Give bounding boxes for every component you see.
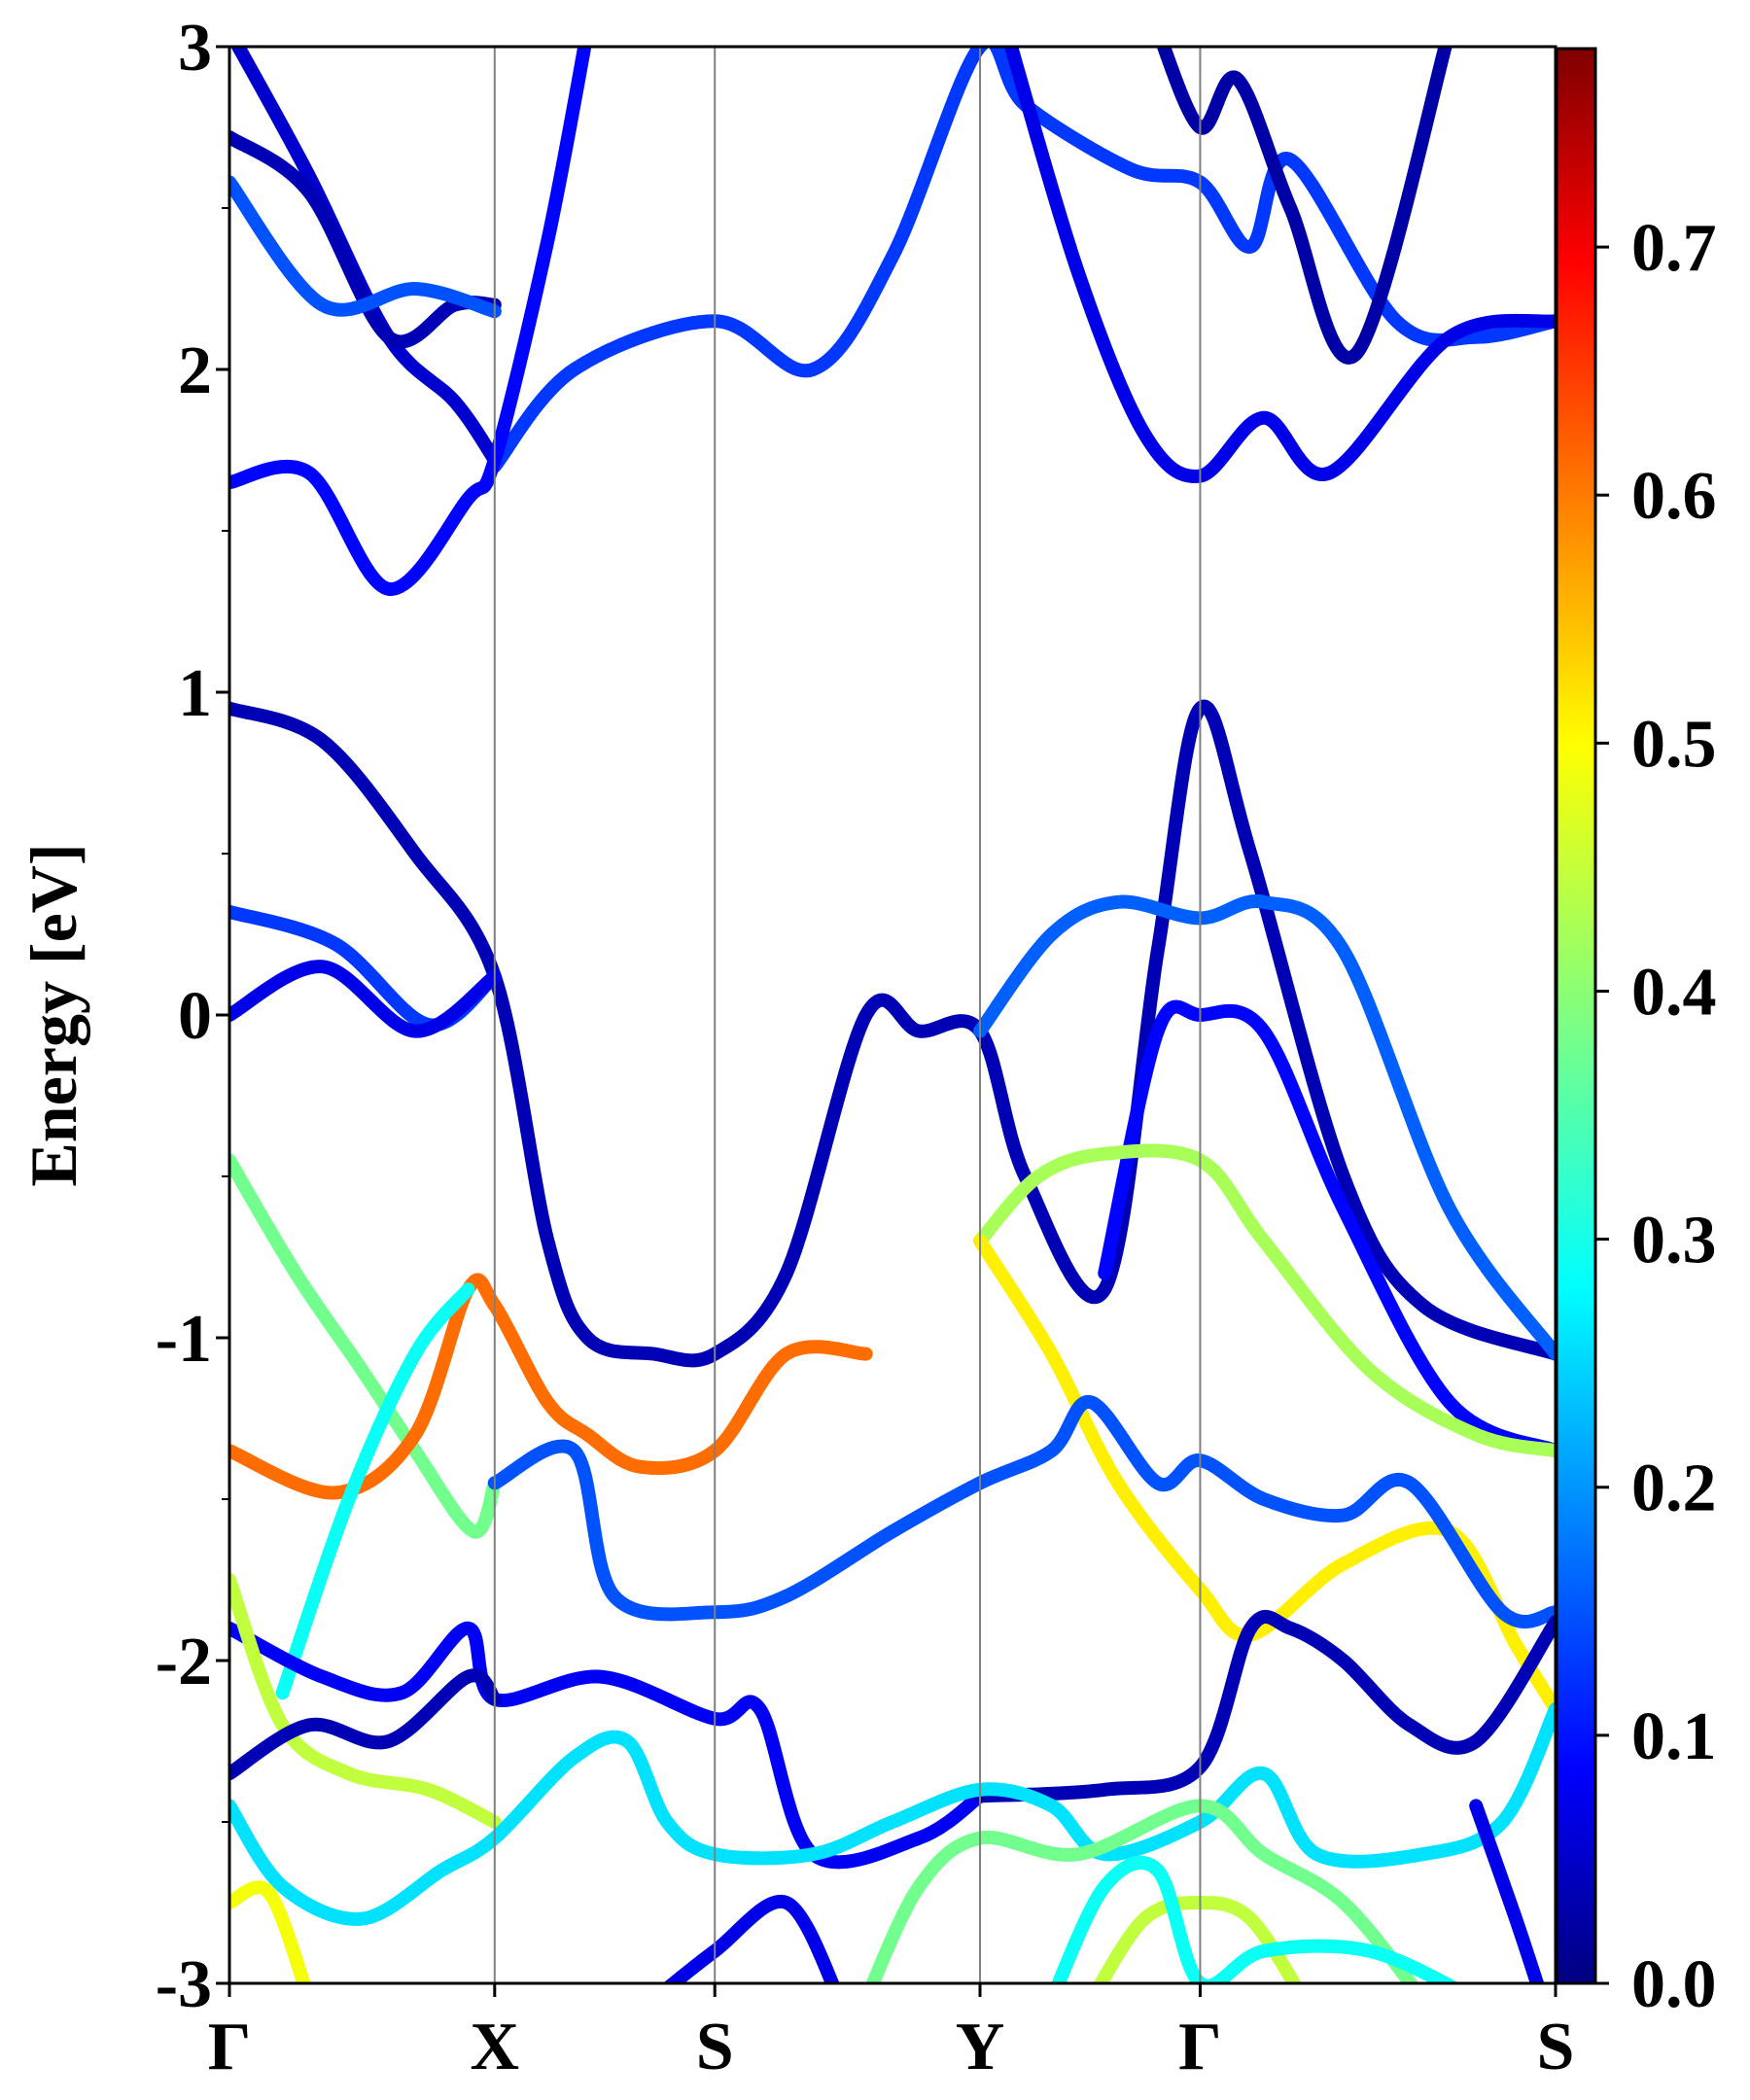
band-cb-gamma-top bbox=[1156, 47, 1452, 365]
y-axis: 3 2 1 0 -1 -2 -3 bbox=[156, 11, 229, 2022]
band-band-gx-0.0 bbox=[229, 960, 502, 1038]
band-band-gamma-dark bbox=[973, 1610, 1556, 1803]
band-band-blue-right bbox=[1469, 1799, 1545, 1983]
x-tick-label: S bbox=[1537, 2010, 1575, 2084]
y-tick-label: -3 bbox=[156, 1947, 212, 2022]
colorbar-tick-label: 0.2 bbox=[1631, 1452, 1717, 1526]
band-cb-high-c bbox=[229, 175, 502, 319]
y-axis-label: Energy [eV] bbox=[17, 843, 90, 1186]
band-band-green-low bbox=[229, 1573, 502, 1829]
y-tick-label: 0 bbox=[178, 979, 212, 1054]
band-band-y-gamma-0.3 bbox=[973, 893, 1556, 1361]
x-tick-label: Γ bbox=[1178, 2010, 1222, 2084]
colorbar bbox=[1555, 47, 1597, 1985]
band-band-gamma-0.0 bbox=[1098, 999, 1556, 1458]
x-tick-label: Γ bbox=[208, 2010, 252, 2084]
band-band-2.0-left bbox=[229, 1621, 987, 1870]
y-tick-label: 3 bbox=[178, 11, 212, 86]
band-cb-y-gamma-a bbox=[1003, 47, 1556, 483]
x-tick-label: Y bbox=[956, 2010, 1005, 2084]
band-band-1.45-mid bbox=[487, 1395, 1556, 1628]
bands-layer bbox=[229, 47, 1556, 1983]
band-band-gx-0.95 bbox=[229, 699, 1556, 1368]
band-band-orange-left bbox=[229, 1273, 873, 1500]
colorbar-tick-label: 0.7 bbox=[1631, 211, 1717, 286]
band-band-cyan-cross bbox=[275, 1282, 475, 1700]
band-band-cyan-bottom2 bbox=[1051, 1855, 1460, 1983]
band-band-y-gamma-green bbox=[973, 1143, 1556, 1458]
x-tick-label: X bbox=[471, 2010, 520, 2084]
y-tick-label: 2 bbox=[178, 333, 212, 408]
colorbar-tick-label: 0.1 bbox=[1631, 1699, 1717, 1774]
band-band-green-left bbox=[229, 1153, 502, 1539]
high-symmetry-lines bbox=[493, 47, 1202, 1983]
colorbar-axis: 0.0 0.1 0.2 0.3 0.4 0.5 0.6 0.7 bbox=[1595, 211, 1717, 2022]
band-band-y-gamma-yellow bbox=[973, 1234, 1556, 1716]
band-band-green-bottom bbox=[865, 1799, 1419, 1983]
band-cb-upper-left bbox=[229, 47, 592, 596]
colorbar-tick-label: 0.3 bbox=[1631, 1204, 1717, 1278]
colorbar-tick-label: 0.0 bbox=[1631, 1947, 1717, 2022]
band-band-2.3-left bbox=[229, 1668, 502, 1781]
band-band-cyan-low bbox=[229, 1701, 1556, 1926]
y-tick-label: -1 bbox=[156, 1302, 212, 1377]
colorbar-tick-label: 0.6 bbox=[1631, 459, 1717, 534]
x-tick-label: S bbox=[696, 2010, 734, 2084]
colorbar-tick-label: 0.5 bbox=[1631, 707, 1717, 782]
colorbar-tick-label: 0.4 bbox=[1631, 955, 1717, 1030]
y-tick-label: -2 bbox=[156, 1625, 212, 1699]
band-band-blue-bottom bbox=[662, 1895, 840, 1983]
band-band-yellow-bottom bbox=[229, 1880, 311, 1983]
y-tick-label: 1 bbox=[178, 656, 212, 731]
